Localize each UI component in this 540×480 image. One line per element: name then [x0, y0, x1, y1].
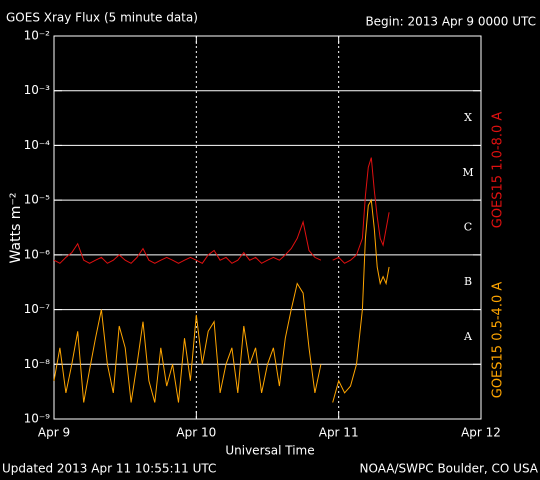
y-tick-label: 10⁻⁷ — [24, 302, 51, 316]
chart-subtitle: Begin: 2013 Apr 9 0000 UTC — [365, 15, 536, 29]
x-tick-label: Apr 9 — [38, 426, 70, 440]
x-tick-label: Apr 10 — [176, 426, 216, 440]
y-tick-label: 10⁻³ — [24, 83, 51, 97]
y-tick-label: 10⁻⁴ — [24, 138, 51, 152]
y-tick-label: 10⁻² — [24, 29, 51, 43]
legend-entry: GOES15 0.5-4.0 A — [491, 282, 506, 399]
x-tick-label: Apr 11 — [319, 426, 359, 440]
y-tick-label: 10⁻⁵ — [24, 193, 51, 207]
chart-title: GOES Xray Flux (5 minute data) — [6, 11, 198, 25]
y-axis-label: Watts m⁻² — [8, 193, 24, 264]
series-line — [53, 198, 390, 403]
x-tick-label: Apr 12 — [461, 426, 501, 440]
class-label: A — [463, 330, 473, 343]
class-label: C — [464, 221, 472, 234]
series-line — [53, 157, 390, 264]
footer-right: NOAA/SWPC Boulder, CO USA — [360, 462, 539, 476]
y-tick-label: 10⁻⁶ — [24, 247, 51, 261]
plot-frame — [53, 35, 482, 420]
class-label: B — [464, 275, 472, 288]
class-label: X — [464, 111, 472, 124]
footer-left: Updated 2013 Apr 11 10:55:11 UTC — [2, 462, 216, 476]
x-axis-label: Universal Time — [225, 444, 314, 458]
y-tick-label: 10⁻⁸ — [24, 357, 51, 371]
y-tick-label: 10⁻⁹ — [24, 412, 51, 426]
legend-entry: GOES15 1.0-8.0 A — [491, 112, 506, 229]
class-label: M — [462, 166, 473, 179]
